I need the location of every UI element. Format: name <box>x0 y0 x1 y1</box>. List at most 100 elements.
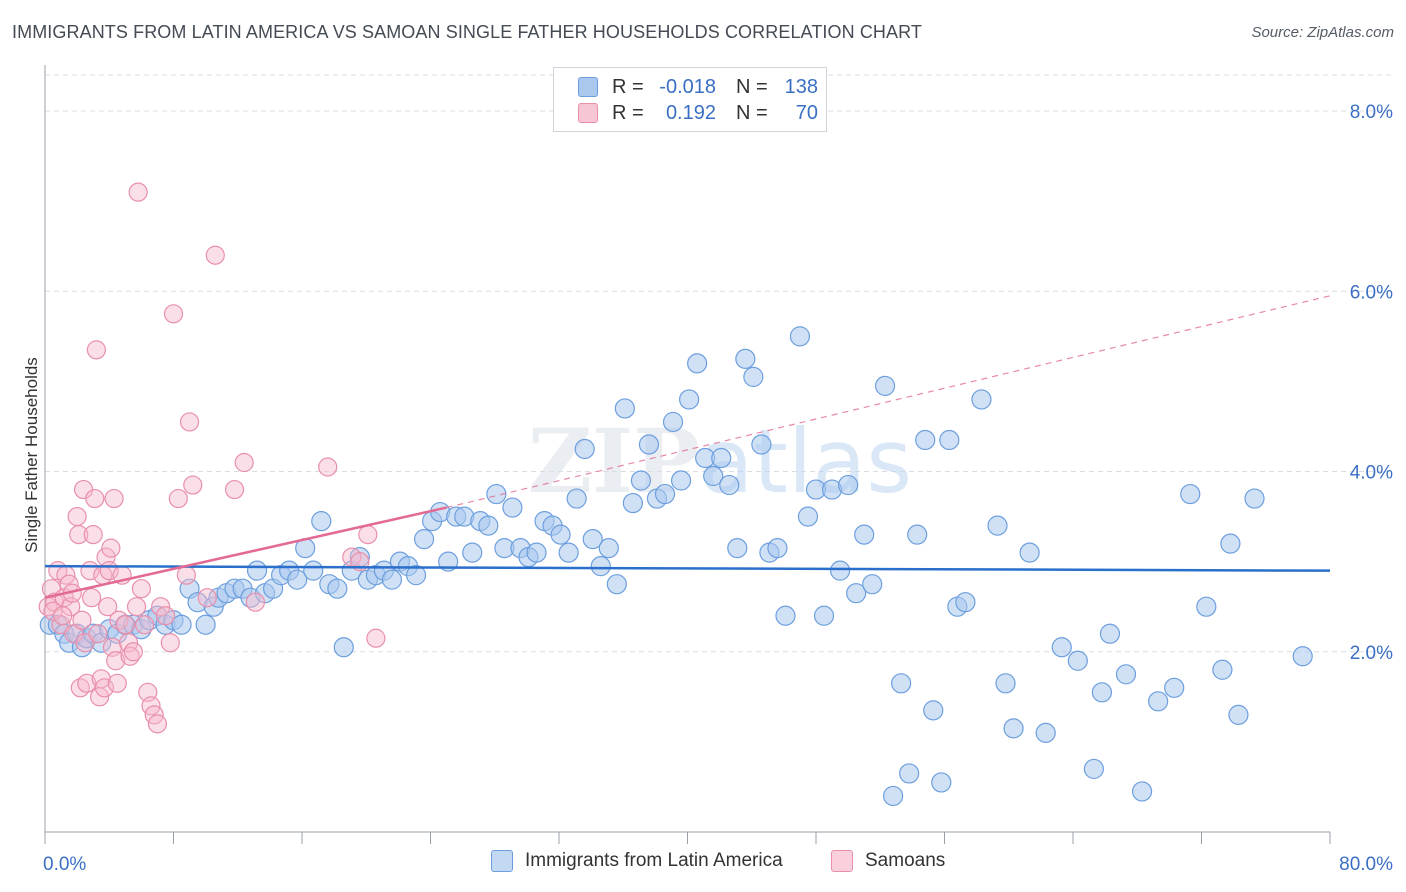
legend-row-samoans: R = 0.192 N = 70 <box>578 101 818 125</box>
grid-layer <box>45 74 1392 653</box>
data-point-latin-america <box>767 538 788 559</box>
data-point-latin-america <box>751 434 772 455</box>
data-point-latin-america <box>789 326 811 347</box>
data-point-latin-america <box>662 411 684 433</box>
data-point-latin-america <box>1091 682 1113 703</box>
data-point-latin-america <box>478 515 499 536</box>
bottom-legend-latin-america: Immigrants from Latin America <box>491 850 783 872</box>
data-point-latin-america <box>1212 659 1233 680</box>
data-point-latin-america <box>1003 718 1024 739</box>
data-point-samoans <box>67 506 87 527</box>
data-point-latin-america <box>735 348 756 369</box>
data-point-samoans <box>106 651 126 671</box>
data-point-latin-america <box>775 605 796 626</box>
data-point-samoans <box>234 452 254 473</box>
trend-line-latin-america <box>44 564 1331 572</box>
data-point-latin-america <box>502 497 523 518</box>
data-point-latin-america <box>915 429 936 451</box>
data-point-samoans <box>176 565 196 585</box>
data-point-latin-america <box>727 538 748 559</box>
data-point-samoans <box>151 597 171 617</box>
legend-n-value: 70 <box>795 101 818 124</box>
data-point-latin-america <box>1196 596 1217 617</box>
data-point-latin-america <box>1228 704 1249 725</box>
data-point-latin-america <box>813 605 835 626</box>
data-point-samoans <box>69 525 89 545</box>
data-point-samoans <box>179 412 200 432</box>
data-point-latin-america <box>1148 691 1169 712</box>
legend-box: R = -0.018 N = 138 R = 0.192 N = 70 <box>553 67 827 132</box>
data-point-samoans <box>88 624 108 644</box>
data-point-latin-america <box>614 398 635 419</box>
legend-swatch-pink <box>578 103 598 123</box>
data-point-latin-america <box>797 506 819 527</box>
bottom-legend-label: Immigrants from Latin America <box>525 850 783 871</box>
data-point-samoans <box>53 606 73 626</box>
legend-n-value: 138 <box>784 75 818 98</box>
trend-layer <box>44 295 1331 599</box>
bottom-legend-swatch-pink <box>831 850 853 872</box>
x-tick-label: 80.0% <box>1339 854 1393 875</box>
data-point-latin-america <box>462 542 483 563</box>
data-point-latin-america <box>303 560 324 581</box>
data-point-samoans <box>224 479 245 500</box>
data-point-latin-america <box>654 483 676 505</box>
data-point-latin-america <box>719 474 740 496</box>
data-point-latin-america <box>1035 722 1056 743</box>
chart-title: IMMIGRANTS FROM LATIN AMERICA VS SAMOAN … <box>12 22 922 42</box>
data-point-latin-america <box>874 375 896 397</box>
data-point-samoans <box>107 673 127 693</box>
data-point-latin-america <box>566 488 587 509</box>
data-point-latin-america <box>1083 758 1104 780</box>
data-point-latin-america <box>862 574 883 595</box>
axis-layer <box>44 65 1331 844</box>
data-point-latin-america <box>987 515 1008 536</box>
trend-line-samoans <box>44 506 447 599</box>
data-point-latin-america <box>1292 646 1313 667</box>
data-point-samoans <box>85 488 105 509</box>
bottom-legend-swatch-blue <box>491 850 513 872</box>
data-point-samoans <box>104 488 124 509</box>
data-point-latin-america <box>1115 664 1137 685</box>
data-point-latin-america <box>1164 677 1185 698</box>
data-point-samoans <box>126 597 147 617</box>
data-point-samoans <box>163 304 184 324</box>
data-point-latin-america <box>638 434 660 455</box>
data-point-samoans <box>128 182 148 202</box>
data-point-latin-america <box>846 583 867 604</box>
data-point-latin-america <box>679 389 700 410</box>
data-point-latin-america <box>327 578 348 599</box>
data-point-latin-america <box>829 560 851 581</box>
data-point-samoans <box>81 588 102 608</box>
data-point-samoans <box>183 475 203 495</box>
data-point-samoans <box>43 601 63 621</box>
data-point-samoans <box>123 642 143 662</box>
chart-source: Source: ZipAtlas.com <box>1251 24 1394 41</box>
data-point-samoans <box>168 488 188 509</box>
x-tick-label: 0.0% <box>43 854 86 875</box>
legend-row-latin-america: R = -0.018 N = 138 <box>578 75 818 99</box>
data-point-latin-america <box>1180 483 1201 505</box>
data-point-latin-america <box>598 538 619 559</box>
data-point-latin-america <box>1220 533 1241 554</box>
series-samoans-points <box>38 182 386 734</box>
legend-n-label: N = <box>736 75 768 98</box>
data-point-samoans <box>160 633 180 653</box>
legend-r-label: R = <box>612 75 644 98</box>
legend-swatch-blue <box>578 77 598 97</box>
data-point-latin-america <box>526 542 547 563</box>
data-point-samoans <box>318 457 338 477</box>
data-point-latin-america <box>687 353 708 374</box>
data-point-latin-america <box>574 438 595 460</box>
data-point-samoans <box>358 525 378 545</box>
tick-label-layer: 2.0% 4.0% 6.0% 8.0% 0.0% 80.0% Single Father H… <box>22 102 1393 875</box>
data-point-samoans <box>83 525 103 545</box>
data-point-latin-america <box>1067 650 1088 671</box>
data-point-latin-america <box>854 524 875 545</box>
data-point-latin-america <box>287 569 308 590</box>
data-point-latin-america <box>703 465 724 487</box>
data-point-latin-america <box>711 447 732 469</box>
data-point-samoans <box>155 606 176 626</box>
data-point-samoans <box>72 610 92 630</box>
